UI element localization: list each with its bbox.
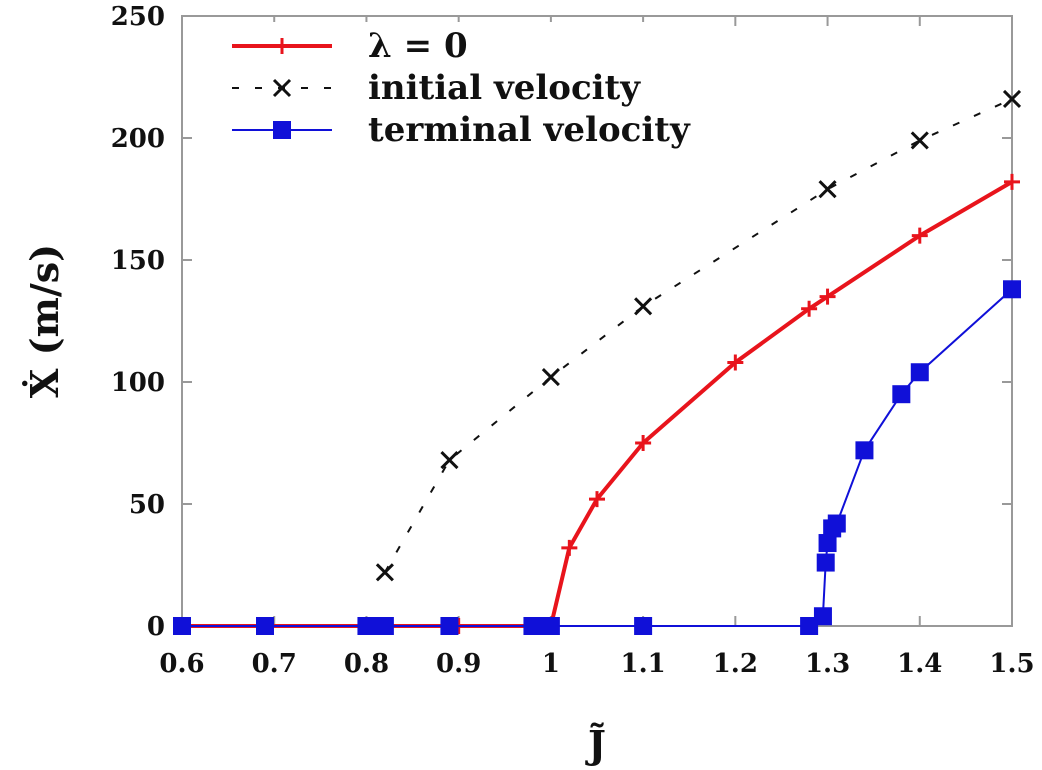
y-tick-label: 50 [129,490,165,520]
x-tick-label: 0.8 [344,649,389,679]
data-point [816,553,835,572]
legend-label: initial velocity [368,68,641,108]
data-point [1004,173,1020,190]
data-point [727,354,744,371]
data-point [911,227,928,244]
data-point [827,514,846,533]
data-point [801,300,818,317]
legend-marker [274,38,290,54]
y-tick-label: 0 [147,612,165,642]
x-tick-label: 0.9 [436,649,481,679]
data-point [634,617,653,635]
series-line [384,98,1013,573]
data-point [1002,89,1022,109]
data-point [818,180,837,199]
data-point [892,385,911,404]
data-point [635,435,652,451]
legend-item: terminal velocity [232,110,691,150]
data-point [375,617,394,635]
data-point [818,534,837,553]
x-tick-label: 1 [542,649,560,679]
x-tick-label: 1.2 [713,649,758,679]
y-tick-label: 100 [111,368,165,398]
y-tick-label: 250 [111,2,165,32]
legend-label: λ = 0 [368,26,468,66]
y-axis-label: Ẋ (m/s) [22,244,67,398]
axis-tick-labels: 0.6 0.7 0.8 0.9 1 1.1 1.2 1.3 1.4 1.5 0 50 100 150 200… [111,2,1035,679]
data-point [375,563,394,582]
data-point [800,617,819,635]
data-point [440,451,459,470]
data-point [634,297,653,316]
data-point [440,617,459,635]
series-layer [173,89,1022,635]
x-tick-label: 0.6 [159,649,204,679]
legend-marker [273,121,291,139]
data-point [1003,280,1021,299]
x-tick-label: 1.1 [620,649,665,679]
legend-item: initial velocity [232,68,641,108]
series-plus [174,173,1020,634]
data-point [910,131,929,150]
series-square [173,280,1021,635]
series-x [375,89,1022,582]
data-point [819,288,836,305]
x-tick-label: 1.4 [897,649,942,679]
y-tick-label: 150 [111,246,165,276]
data-point [589,491,605,508]
legend-item: λ = 0 [232,26,468,66]
data-point [813,607,832,626]
data-point [910,363,929,382]
data-point [256,617,274,635]
legend-label: terminal velocity [368,110,691,150]
x-tick-label: 1.5 [989,649,1034,679]
data-point [561,539,578,556]
data-point [541,617,560,635]
x-axis-label: J̃ [585,722,606,767]
data-point [855,441,874,460]
series-line [182,288,1013,627]
data-point [541,368,560,387]
x-tick-label: 1.3 [805,649,850,679]
y-tick-label: 200 [111,124,165,154]
data-point [173,617,191,635]
series-line [182,180,1014,628]
legend-marker [272,78,292,98]
x-tick-label: 0.7 [252,649,297,679]
